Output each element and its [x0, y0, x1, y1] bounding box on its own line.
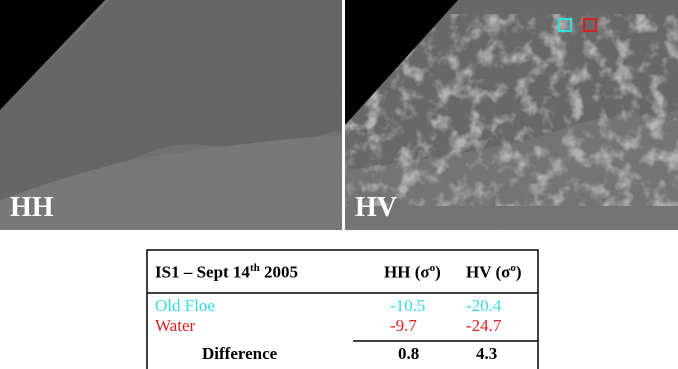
cell: -10.5	[390, 296, 425, 316]
figure	[0, 0, 678, 369]
row-label: Difference	[202, 344, 277, 364]
cell: 4.3	[476, 344, 497, 364]
header-cell: IS1 – Sept 14th 2005	[155, 262, 298, 283]
header-cell: HH (σo)	[384, 262, 441, 283]
row-label: Water	[155, 316, 195, 336]
header-cell: HV (σo)	[466, 262, 522, 283]
cell: 0.8	[398, 344, 419, 364]
image-label: HH	[10, 192, 54, 224]
cell: -24.7	[466, 316, 501, 336]
row-label: Old Floe	[155, 296, 215, 316]
image-label: HV	[355, 192, 397, 224]
cell: -9.7	[390, 316, 417, 336]
page: HH HV IS1 – Sept 14th 2005 HH (σo) HV (σ…	[0, 0, 678, 369]
cell: -20.4	[466, 296, 501, 316]
